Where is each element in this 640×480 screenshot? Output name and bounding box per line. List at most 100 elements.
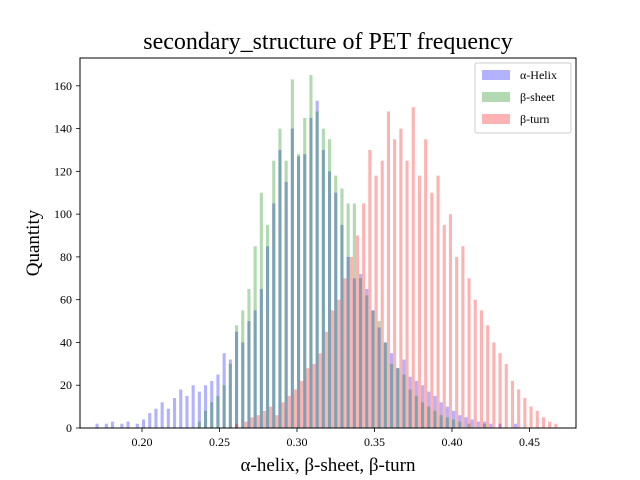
histogram-bar — [541, 417, 545, 428]
histogram-bar — [222, 385, 226, 428]
histogram-bar — [293, 389, 297, 428]
histogram-bar — [455, 256, 459, 428]
histogram-bar — [535, 410, 539, 428]
histogram-bar — [148, 413, 152, 428]
histogram-bar — [424, 139, 428, 428]
histogram-bar — [371, 310, 375, 428]
histogram-bar — [355, 235, 359, 428]
histogram-bar — [334, 192, 338, 428]
histogram-bar — [479, 310, 483, 428]
histogram-bar — [433, 395, 437, 428]
histogram-bar — [284, 182, 288, 428]
histogram-bar — [275, 415, 279, 428]
histogram-bar — [228, 359, 232, 428]
histogram-bar — [321, 128, 325, 428]
histogram-bar — [452, 419, 456, 428]
histogram-bar — [111, 421, 115, 428]
x-tick-label: 0.40 — [442, 435, 463, 449]
histogram-bar — [173, 398, 177, 428]
histogram-bar — [405, 160, 409, 428]
y-axis-ticks: 0 20 40 60 80 100 120 140 160 — [54, 79, 80, 435]
histogram-bar — [359, 274, 363, 428]
legend-label: β-sheet — [520, 90, 555, 104]
histogram-bar — [142, 419, 146, 428]
histogram-bar — [427, 391, 431, 428]
histogram-bar — [504, 363, 508, 428]
histogram-bar — [492, 342, 496, 428]
histogram-bar — [235, 325, 239, 428]
histogram-bar — [464, 417, 468, 428]
histogram-bar — [371, 310, 375, 428]
histogram-bar — [318, 353, 322, 428]
histogram-bar — [554, 423, 558, 428]
histogram-bar — [272, 203, 276, 428]
histogram-bar — [266, 246, 270, 428]
histogram-bar — [185, 395, 189, 428]
histogram-bar — [278, 149, 282, 428]
histogram-bar — [408, 376, 412, 428]
histogram-bar — [315, 111, 319, 428]
histogram-bar — [396, 368, 400, 428]
histogram-bar — [297, 154, 301, 429]
series-2-bars — [197, 75, 487, 429]
histogram-bar — [235, 331, 239, 428]
y-tick-label: 80 — [60, 250, 72, 264]
histogram-bar — [458, 415, 462, 428]
histogram-bar — [216, 395, 220, 428]
histogram-bar — [204, 410, 208, 428]
x-axis-ticks: 0.20 0.25 0.30 0.35 0.40 0.45 — [132, 428, 540, 449]
histogram-bar — [306, 368, 310, 428]
histogram-bar — [486, 325, 490, 428]
histogram-bar — [328, 139, 332, 428]
histogram-bar — [160, 402, 164, 428]
histogram-bar — [241, 342, 245, 428]
histogram-bar — [287, 395, 291, 428]
histogram-bar — [476, 421, 480, 428]
histogram-bar — [120, 423, 124, 428]
histogram-bar — [489, 423, 493, 428]
histogram-bar — [290, 79, 294, 428]
histogram-bar — [390, 363, 394, 428]
histogram-bar — [421, 385, 425, 428]
histogram-bar — [433, 410, 437, 428]
chart-title: secondary_structure of PET frequency — [143, 29, 512, 55]
histogram-bar — [467, 278, 471, 428]
histogram-bar — [309, 117, 313, 428]
histogram-bar — [383, 342, 387, 428]
legend-label: α-Helix — [520, 68, 557, 82]
histogram-bar — [262, 410, 266, 428]
histogram-bar — [473, 299, 477, 428]
histogram-bar — [414, 395, 418, 428]
histogram-bar — [548, 421, 552, 428]
histogram-bar — [452, 410, 456, 428]
histogram-bar — [445, 406, 449, 428]
histogram-bar — [523, 398, 527, 428]
histogram-bar — [126, 421, 130, 428]
histogram-bar — [458, 421, 462, 428]
histogram-bar — [244, 421, 248, 428]
histogram-bar — [204, 385, 208, 428]
histogram-bar — [510, 380, 514, 428]
histogram-bar — [402, 374, 406, 428]
histogram-bar — [517, 389, 521, 428]
histogram-bar — [483, 421, 487, 428]
histogram-bar — [300, 380, 304, 428]
histogram-bar — [439, 415, 443, 428]
y-tick-label: 0 — [66, 421, 72, 435]
histogram-bar — [235, 423, 239, 428]
histogram-bar — [436, 175, 440, 428]
x-tick-label: 0.20 — [132, 435, 153, 449]
histogram-bar — [247, 321, 251, 428]
histogram-bar — [380, 160, 384, 428]
series-3-bars — [235, 107, 558, 428]
histogram-bar — [95, 423, 99, 428]
histogram-bar — [191, 385, 195, 428]
histogram-bar — [340, 224, 344, 428]
y-tick-label: 60 — [60, 293, 72, 307]
histogram-bar — [321, 149, 325, 428]
histogram-bar — [461, 246, 465, 428]
x-tick-label: 0.25 — [209, 435, 230, 449]
legend-box — [474, 62, 572, 134]
histogram-bar — [498, 353, 502, 428]
